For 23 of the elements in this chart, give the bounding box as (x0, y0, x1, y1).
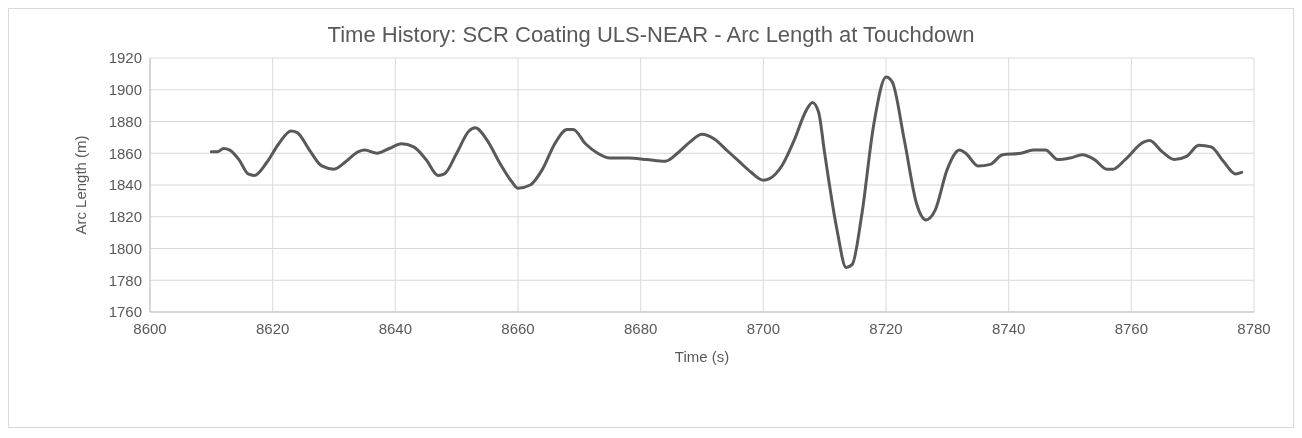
y-tick-label: 1780 (108, 271, 142, 289)
x-tick-label: 8700 (746, 320, 781, 337)
y-tick-label: 1820 (108, 208, 142, 225)
y-tick-label: 1840 (108, 176, 142, 194)
x-tick-label: 8780 (1237, 320, 1271, 337)
x-tick-label: 8640 (378, 320, 413, 337)
y-tick-label: 1880 (108, 112, 142, 130)
x-axis-title: Time (s) (674, 348, 730, 365)
x-tick-label: 8740 (991, 320, 1026, 337)
y-tick-label: 1900 (108, 81, 142, 98)
x-tick-label: 8680 (623, 320, 658, 337)
y-tick-label: 1920 (108, 49, 142, 67)
y-axis-title: Arc Length (m) (72, 135, 89, 235)
y-tick-label: 1760 (108, 303, 142, 321)
chart-title: Time History: SCR Coating ULS-NEAR - Arc Length at Touchdown (327, 22, 975, 47)
x-tick-label: 8760 (1114, 320, 1149, 337)
x-tick-label: 8620 (255, 320, 290, 337)
y-tick-label: 1800 (108, 239, 142, 257)
x-tick-label: 8600 (133, 320, 167, 337)
y-tick-label: 1860 (108, 144, 142, 162)
x-tick-label: 8660 (501, 320, 535, 337)
line-series (209, 75, 1244, 270)
x-tick-label: 8720 (869, 320, 903, 337)
